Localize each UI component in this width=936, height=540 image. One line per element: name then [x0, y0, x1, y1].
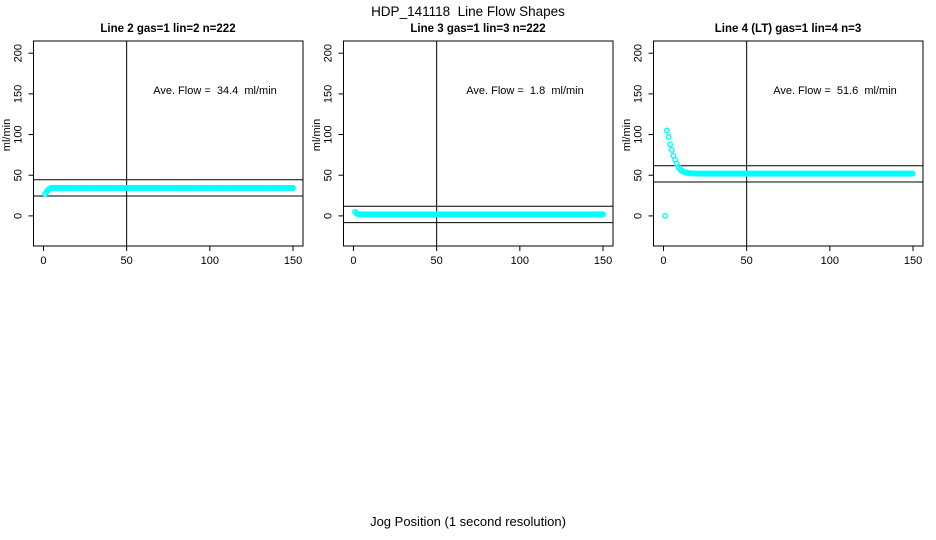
plot-title: Line 2 gas=1 lin=2 n=222 [100, 23, 236, 35]
data-points [662, 127, 916, 219]
y-ticks: 0 50 100 150 200 [633, 44, 654, 219]
y-tick-label: 200 [13, 44, 25, 62]
y-tick-label: 0 [633, 213, 645, 219]
subplot-line2: Line 2 gas=1 lin=2 n=222 Ave. Flow = 34.… [0, 0, 310, 280]
data-point [668, 147, 675, 154]
avg-flow-annotation: Ave. Flow = 51.6 ml/min [773, 85, 897, 97]
plot-canvas: 0 50 100 150 0 50 100 150 200 [323, 40, 614, 267]
y-tick-label: 200 [323, 44, 335, 62]
y-tick-label: 150 [13, 85, 25, 103]
y-tick-label: 100 [323, 125, 335, 143]
plot-title: Line 3 gas=1 lin=3 n=222 [410, 23, 546, 35]
avg-flow-annotation: Ave. Flow = 1.8 ml/min [466, 85, 584, 97]
y-tick-label: 150 [323, 85, 335, 103]
y-tick-label: 200 [633, 44, 645, 62]
x-tick-label: 50 [431, 255, 443, 267]
data-point [662, 212, 669, 219]
data-point [663, 127, 670, 134]
data-points [42, 184, 297, 197]
x-tick-label: 150 [594, 255, 612, 267]
data-point [290, 184, 297, 191]
x-tick-label: 100 [511, 255, 529, 267]
plot-box [33, 40, 304, 247]
x-tick-label: 50 [121, 255, 133, 267]
x-tick-label: 150 [904, 255, 922, 267]
data-point [909, 170, 916, 177]
data-point [667, 141, 674, 148]
y-tick-label: 100 [13, 125, 25, 143]
y-ticks: 0 50 100 150 200 [323, 44, 344, 219]
plot-canvas: 0 50 100 150 0 50 100 150 200 [633, 40, 924, 267]
avg-flow-annotation: Ave. Flow = 34.4 ml/min [153, 85, 277, 97]
x-ticks: 0 50 100 150 [40, 246, 302, 267]
plot-box [343, 40, 614, 247]
y-tick-label: 50 [323, 169, 335, 181]
x-tick-label: 100 [821, 255, 839, 267]
data-point [600, 211, 607, 218]
figure-title: HDP_141118 Line Flow Shapes [371, 4, 565, 19]
y-tick-label: 0 [13, 213, 25, 219]
x-tick-label: 50 [741, 255, 753, 267]
y-ticks: 0 50 100 150 200 [13, 44, 34, 219]
x-tick-label: 150 [284, 255, 302, 267]
data-points [352, 208, 607, 218]
x-ticks: 0 50 100 150 [350, 246, 612, 267]
x-tick-label: 100 [201, 255, 219, 267]
y-tick-label: 150 [633, 85, 645, 103]
data-point [665, 133, 672, 140]
plot-canvas: 0 50 100 150 0 50 100 150 200 [13, 40, 304, 267]
y-tick-label: 50 [13, 169, 25, 181]
y-tick-label: 100 [633, 125, 645, 143]
x-tick-label: 0 [660, 255, 666, 267]
plot-box [653, 40, 924, 247]
y-tick-label: 50 [633, 169, 645, 181]
y-tick-label: 0 [323, 213, 335, 219]
subplot-line3: Line 3 gas=1 lin=3 n=222 Ave. Flow = 1.8… [310, 0, 620, 280]
x-tick-label: 0 [350, 255, 356, 267]
subplot-line4: Line 4 (LT) gas=1 lin=4 n=3 Ave. Flow = … [620, 0, 930, 280]
x-tick-label: 0 [40, 255, 46, 267]
x-axis-label: Jog Position (1 second resolution) [370, 514, 566, 529]
plot-title: Line 4 (LT) gas=1 lin=4 n=3 [714, 23, 862, 35]
x-ticks: 0 50 100 150 [660, 246, 922, 267]
